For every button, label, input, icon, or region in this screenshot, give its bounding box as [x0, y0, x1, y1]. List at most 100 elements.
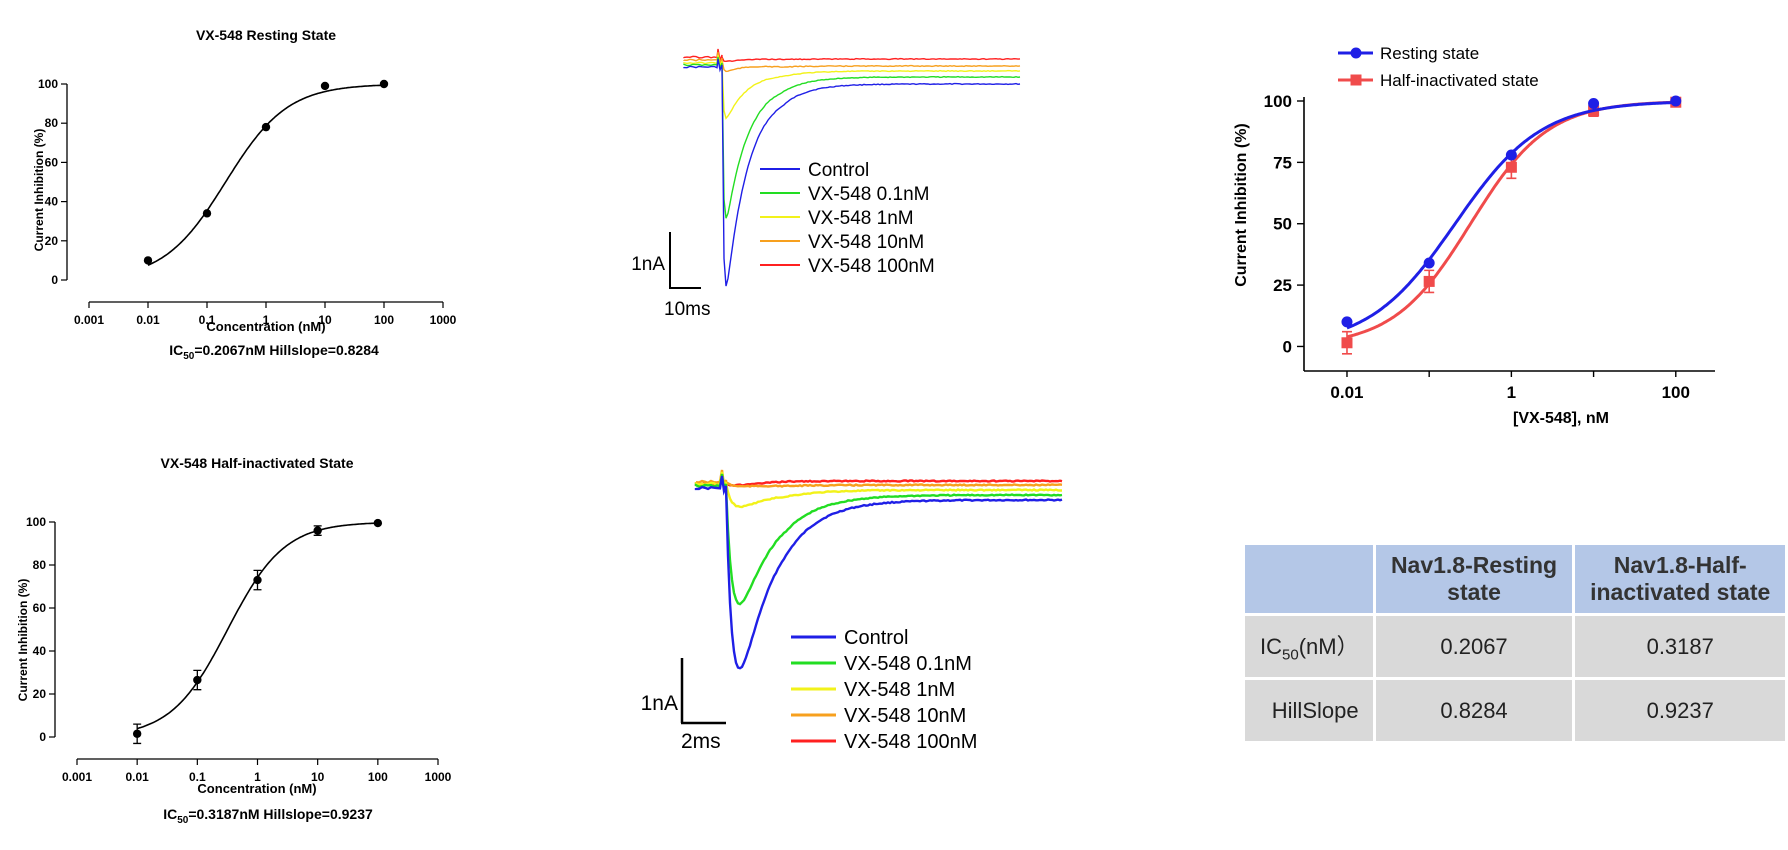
y-tick-label: 25 [1273, 276, 1292, 295]
table-cell: 0.9237 [1575, 680, 1785, 741]
scale-bar: 1nA 2ms [641, 658, 726, 753]
fit-curve [136, 522, 378, 730]
y-tick-label: 40 [45, 195, 59, 209]
legend-marker [1350, 74, 1362, 86]
data-point [1505, 149, 1517, 161]
y-tick-label: 80 [33, 558, 47, 572]
legend-label: VX-548 1nM [808, 208, 914, 229]
current-trace [694, 475, 1063, 670]
table-cell: 0.2067 [1375, 616, 1573, 677]
legend-label: Resting state [1380, 44, 1479, 63]
scale-y-label: 1nA [631, 254, 665, 275]
current-trace [683, 56, 1021, 219]
chart-title: VX-548 Half-inactivated State [161, 455, 354, 471]
x-tick-label: 100 [368, 770, 388, 784]
data-point [1423, 257, 1435, 269]
data-point [193, 675, 202, 685]
table-header-resting: Nav1.8-Resting state [1375, 545, 1573, 613]
table-cell: 0.8284 [1375, 680, 1573, 741]
data-point [261, 122, 271, 132]
y-tick-label: 0 [51, 273, 58, 287]
y-tick-label: 20 [45, 234, 59, 248]
data-point [1423, 275, 1435, 287]
current-trace [683, 51, 1021, 73]
scale-x-label: 2ms [681, 730, 721, 753]
fit-curve [147, 84, 384, 267]
legend-label: Control [844, 627, 908, 649]
data-point [1505, 161, 1517, 173]
fit-curve [1346, 100, 1676, 339]
data-point [313, 526, 322, 535]
data-point [143, 256, 153, 265]
x-tick-label: 0.01 [1330, 383, 1363, 402]
current-trace [683, 54, 1021, 120]
ic50-caption: IC50=0.3187nM Hillslope=0.9237 [163, 806, 373, 826]
y-tick-label: 50 [1273, 215, 1292, 234]
fit-curve [1346, 101, 1676, 330]
data-point [253, 575, 262, 585]
legend-label: VX-548 0.1nM [808, 184, 929, 205]
data-point [132, 729, 142, 738]
x-tick-label: 0.001 [62, 770, 92, 784]
chart-legend: Resting state Half-inactivated state [1338, 44, 1539, 90]
legend-label: VX-548 10nM [844, 705, 966, 727]
x-tick-label: 1 [254, 770, 261, 784]
table-header-half: Nav1.8-Half-inactivated state [1575, 545, 1785, 613]
x-tick-label: 1 [263, 313, 270, 327]
table-header-corner [1245, 545, 1373, 613]
legend-label: Half-inactivated state [1380, 71, 1539, 90]
scale-bar: 1nA 10ms [631, 232, 710, 320]
x-tick-label: 0.1 [189, 770, 206, 784]
current-trace [694, 471, 1062, 509]
x-tick-label: 0.001 [74, 313, 104, 327]
legend-label: VX-548 100nM [808, 256, 935, 277]
x-tick-label: 0.01 [125, 770, 149, 784]
y-tick-label: 20 [33, 687, 47, 701]
y-tick-label: 0 [39, 730, 46, 744]
x-tick-label: 0.01 [136, 313, 160, 327]
chart-title: VX-548 Resting State [196, 27, 336, 43]
legend-label: VX-548 0.1nM [844, 653, 972, 675]
resting-dose-response-chart: VX-548 Resting State 0.001 0.01 0.1 1 10 100 1… [32, 27, 457, 362]
traces-legend: Control VX-548 0.1nM VX-548 1nM VX-548 10nM… [791, 627, 977, 753]
y-tick-label: 60 [45, 155, 59, 169]
data-point [1588, 97, 1600, 109]
parameter-table: Nav1.8-Resting state Nav1.8-Half-inactiv… [1242, 542, 1788, 744]
y-tick-label: 100 [38, 77, 58, 91]
y-tick-label: 0 [1283, 337, 1292, 356]
current-traces-bottom: Control VX-548 0.1nM VX-548 1nM VX-548 10nM… [641, 469, 1063, 753]
current-trace [683, 48, 1021, 63]
x-tick-label: 100 [1662, 383, 1690, 402]
table-cell: 0.3187 [1575, 616, 1785, 677]
current-traces-top: Control VX-548 0.1nM VX-548 1nM VX-548 10nM… [631, 48, 1021, 320]
data-point [1670, 95, 1682, 107]
y-tick-label: 80 [45, 116, 59, 130]
legend-marker [1350, 47, 1362, 59]
current-trace [694, 469, 1063, 490]
current-trace [683, 58, 1021, 287]
table-row-label-ic50: IC50(nM） [1245, 616, 1373, 677]
y-tick-label: 100 [1264, 92, 1292, 111]
x-tick-label: 0.1 [199, 313, 216, 327]
data-point [202, 209, 212, 218]
table-row-label-hillslope: HillSlope [1245, 680, 1373, 741]
traces-legend: Control VX-548 0.1nM VX-548 1nM VX-548 10nM… [760, 160, 935, 277]
current-trace [694, 473, 1063, 606]
x-axis-label: Concentration (nM) [206, 319, 325, 334]
x-tick-label: 1000 [430, 313, 457, 327]
x-tick-label: 100 [374, 313, 394, 327]
y-tick-label: 75 [1273, 153, 1292, 172]
x-tick-label: 10 [311, 770, 325, 784]
combined-dose-response-chart: 0.01 1 100 0 25 50 75 100 Resting state Half-ina… [1233, 44, 1715, 427]
x-tick-label: 1 [1507, 383, 1516, 402]
half-inactivated-dose-response-chart: VX-548 Half-inactivated State 0.001 0.01 0… [16, 455, 452, 826]
legend-label: VX-548 100nM [844, 731, 977, 753]
y-axis-label: Current Inhibition (%) [32, 129, 46, 252]
x-tick-label: 10 [318, 313, 332, 327]
legend-label: VX-548 10nM [808, 232, 924, 253]
scale-x-label: 10ms [664, 299, 710, 320]
legend-label: Control [808, 160, 869, 181]
data-point [1341, 316, 1353, 328]
ic50-caption: IC50=0.2067nM Hillslope=0.8284 [169, 342, 379, 362]
y-axis-label: Current Inhibition (%) [1233, 123, 1250, 287]
